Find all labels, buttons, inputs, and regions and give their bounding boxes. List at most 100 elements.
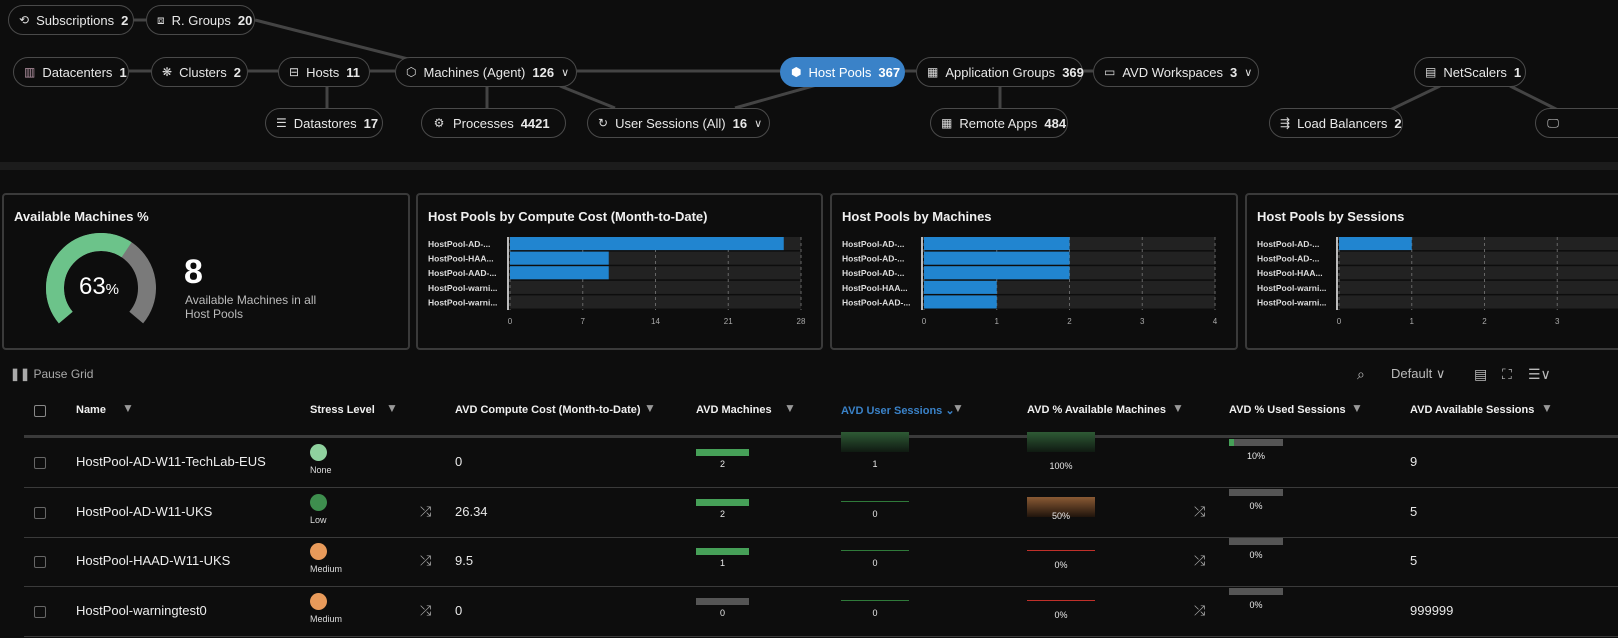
shuffle-icon[interactable]: ⤮ bbox=[1194, 502, 1206, 519]
filter-icon[interactable]: ▼ bbox=[952, 401, 964, 415]
bar[interactable] bbox=[924, 280, 997, 294]
count: 126 bbox=[532, 64, 555, 80]
bar[interactable] bbox=[510, 266, 609, 280]
nav-remote-apps[interactable]: ▦ Remote Apps 484 bbox=[930, 108, 1068, 138]
datastore-icon: ☰ bbox=[276, 116, 287, 130]
view-select[interactable]: Default ∨ bbox=[1391, 366, 1445, 382]
host-pool-name[interactable]: HostPool-AD-W11-TechLab-EUS bbox=[76, 454, 266, 469]
bar-track bbox=[1339, 251, 1618, 265]
tick-label: 1 bbox=[1410, 317, 1415, 326]
filter-icon[interactable]: ▼ bbox=[644, 401, 656, 415]
used-sessions-fill bbox=[1229, 439, 1235, 446]
category-label: HostPool-AAD-... bbox=[428, 268, 496, 278]
chevron-down-icon[interactable]: ∨ bbox=[1244, 66, 1253, 79]
bar[interactable] bbox=[510, 237, 784, 251]
export-icon[interactable]: ▤ bbox=[1474, 366, 1488, 382]
tick-label: 7 bbox=[581, 317, 586, 326]
filter-icon[interactable]: ▼ bbox=[1172, 401, 1184, 415]
search-icon[interactable]: ⌕ bbox=[1357, 366, 1365, 382]
column-header[interactable]: Name bbox=[76, 404, 106, 416]
shuffle-icon[interactable]: ⤮ bbox=[1194, 601, 1206, 618]
nav-datacenters[interactable]: ▥ Datacenters 1 bbox=[13, 57, 129, 87]
bar-chart: HostPool-AD-... HostPool-AD-... HostPool-A… bbox=[842, 237, 1218, 326]
shuffle-icon[interactable]: ⤮ bbox=[420, 601, 432, 618]
host-pool-name[interactable]: HostPool-AD-W11-UKS bbox=[76, 503, 213, 519]
bar[interactable] bbox=[1339, 237, 1412, 251]
count: 2 bbox=[121, 12, 129, 28]
app-grid-icon: ▦ bbox=[927, 65, 939, 79]
column-header[interactable]: AVD % Available Machines bbox=[1027, 404, 1166, 416]
nav-hosts[interactable]: ⊟ Hosts 11 bbox=[278, 57, 370, 87]
chevron-down-icon[interactable]: ∨ bbox=[754, 117, 763, 130]
nav-user-sessions[interactable]: ↻ User Sessions (All) 16 ∨ bbox=[587, 108, 770, 138]
filter-icon[interactable]: ▼ bbox=[122, 401, 134, 415]
select-all-checkbox[interactable] bbox=[34, 405, 46, 417]
table-row[interactable]: HostPool-AD-W11-UKS Low ⤮ ⤮ 26.34 2 0 50% 0% 5 bbox=[24, 488, 1618, 538]
row-checkbox[interactable] bbox=[34, 556, 46, 568]
section-divider bbox=[0, 162, 1618, 170]
filter-icon[interactable]: ▼ bbox=[386, 401, 398, 415]
column-header[interactable]: Stress Level bbox=[310, 404, 375, 416]
count: 484 bbox=[1044, 115, 1067, 131]
column-header[interactable]: AVD User Sessions ⌄ bbox=[841, 405, 955, 417]
row-checkbox[interactable] bbox=[34, 457, 46, 469]
table-row[interactable]: HostPool-AD-W11-TechLab-EUS None 0 2 1 100% 10… bbox=[24, 432, 1618, 488]
nav-clusters[interactable]: ❋ Clusters 2 bbox=[151, 57, 248, 87]
nav-load-balancers[interactable]: ⇶ Load Balancers 2 bbox=[1269, 108, 1403, 138]
cube-icon: ⬢ bbox=[791, 65, 802, 79]
label: Subscriptions bbox=[36, 12, 115, 28]
shuffle-icon[interactable]: ⤮ bbox=[420, 552, 432, 568]
label: Load Balancers bbox=[1297, 115, 1388, 131]
nav-avd-workspaces[interactable]: ▭ AVD Workspaces 3 ∨ bbox=[1093, 57, 1259, 87]
fullscreen-icon[interactable]: ⛶ bbox=[1502, 366, 1512, 382]
grid-icon: ▦ bbox=[941, 116, 953, 130]
count: 369 bbox=[1062, 64, 1084, 80]
row-checkbox[interactable] bbox=[34, 605, 46, 618]
nav-machines[interactable]: ⬡ Machines (Agent) 126 ∨ bbox=[395, 57, 577, 87]
nav-netscalers[interactable]: ▤ NetScalers 1 bbox=[1414, 57, 1526, 87]
nav-processes[interactable]: ⚙ Processes 4421 bbox=[421, 108, 566, 138]
shuffle-icon[interactable]: ⤮ bbox=[420, 502, 432, 519]
nav-host-pools[interactable]: ⬢ Host Pools 367 bbox=[780, 57, 905, 87]
chevron-down-icon[interactable]: ∨ bbox=[561, 66, 570, 79]
nav-partial-node[interactable]: 🖵 bbox=[1535, 108, 1618, 138]
used-sessions-percent: 0% bbox=[1249, 599, 1263, 610]
column-menu-icon[interactable]: ☰∨ bbox=[1528, 366, 1551, 382]
sessions-value: 0 bbox=[872, 508, 878, 519]
nav-resource-groups[interactable]: ⧈ R. Groups 20 bbox=[146, 5, 255, 35]
row-checkbox[interactable] bbox=[34, 506, 46, 519]
nav-datastores[interactable]: ☰ Datastores 17 bbox=[265, 108, 383, 138]
filter-icon[interactable]: ▼ bbox=[1541, 401, 1553, 415]
host-pool-name[interactable]: HostPool-HAAD-W11-UKS bbox=[76, 553, 231, 568]
bar-track bbox=[1339, 295, 1618, 309]
machines-bar bbox=[696, 498, 749, 506]
category-label: HostPool-AD-... bbox=[428, 239, 490, 249]
filter-icon[interactable]: ▼ bbox=[1351, 401, 1363, 415]
filter-icon[interactable]: ▼ bbox=[784, 401, 796, 415]
column-header[interactable]: AVD Available Sessions bbox=[1410, 404, 1535, 416]
card-title: Available Machines % bbox=[14, 209, 149, 224]
gauge-fill bbox=[46, 233, 132, 324]
shuffle-icon[interactable]: ⤮ bbox=[1194, 552, 1206, 568]
count: 2 bbox=[1394, 115, 1402, 131]
column-header[interactable]: AVD Machines bbox=[696, 404, 772, 416]
column-header[interactable]: AVD % Used Sessions bbox=[1229, 404, 1346, 416]
bar[interactable] bbox=[924, 251, 1070, 265]
nav-subscriptions[interactable]: ⟲ Subscriptions 2 bbox=[8, 5, 134, 35]
host-pool-name[interactable]: HostPool-warningtest0 bbox=[76, 602, 207, 618]
category-label: HostPool-AD-... bbox=[1257, 254, 1319, 264]
bar[interactable] bbox=[924, 266, 1070, 280]
bar[interactable] bbox=[924, 295, 997, 309]
bar[interactable] bbox=[924, 237, 1070, 251]
table-row[interactable]: HostPool-warningtest0 Medium ⤮ ⤮ 0 0 0 0% 0% 9999… bbox=[24, 587, 1618, 637]
column-header[interactable]: AVD Compute Cost (Month-to-Date) bbox=[455, 404, 641, 416]
label: Hosts bbox=[306, 64, 340, 80]
nav-application-groups[interactable]: ▦ Application Groups 369 bbox=[916, 57, 1084, 87]
card-title: Host Pools by Sessions bbox=[1257, 209, 1405, 224]
grid-toolbar: ❚❚ Pause Grid ⌕ Default ∨ ▤ ⛶ ☰∨ bbox=[0, 366, 1618, 384]
gauge-percent: 63 bbox=[78, 273, 106, 300]
table-row[interactable]: HostPool-HAAD-W11-UKS Medium ⤮ ⤮ 9.5 1 0 0% 0% 5 bbox=[24, 538, 1618, 587]
bar[interactable] bbox=[510, 251, 609, 265]
available-sessions: 5 bbox=[1410, 503, 1418, 519]
pause-grid-button[interactable]: ❚❚ Pause Grid bbox=[10, 367, 93, 381]
